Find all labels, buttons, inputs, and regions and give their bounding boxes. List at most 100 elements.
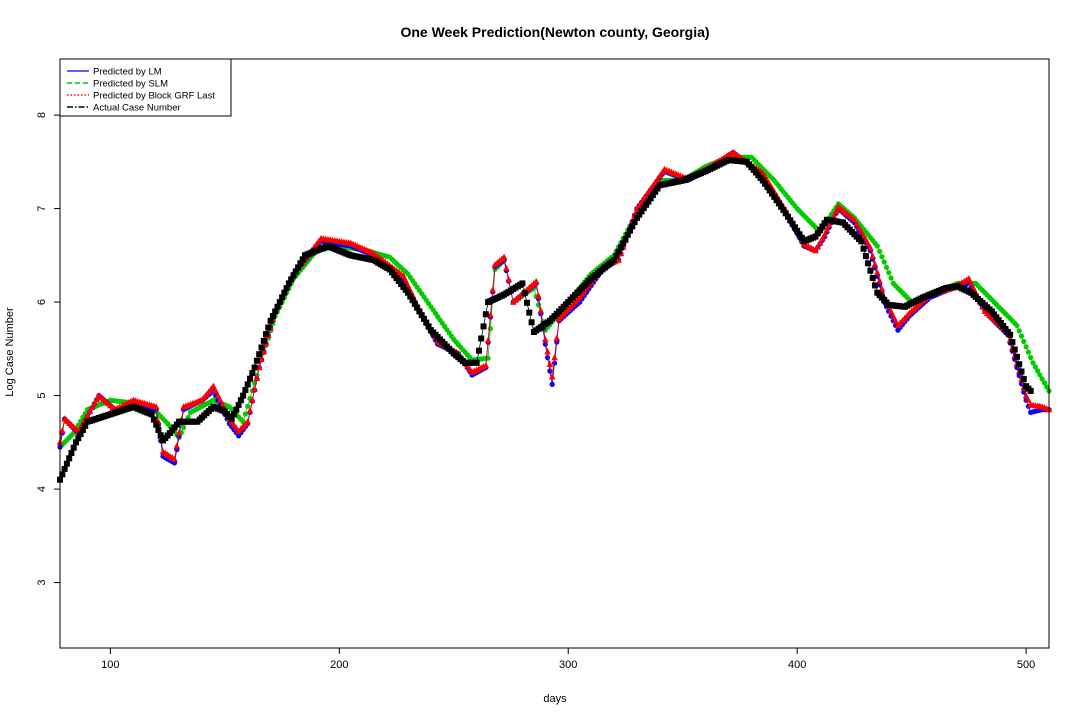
data-point — [865, 260, 872, 267]
data-point — [478, 335, 485, 342]
data-point — [263, 331, 269, 338]
data-point — [1021, 338, 1027, 345]
data-point — [425, 323, 432, 330]
data-point — [794, 227, 801, 234]
data-point — [1023, 344, 1029, 350]
data-point — [246, 407, 254, 414]
data-point — [480, 323, 487, 330]
data-point — [627, 227, 633, 234]
x-tick-label: 400 — [788, 659, 806, 671]
data-point — [888, 275, 894, 281]
data-point — [487, 326, 493, 332]
data-point — [91, 399, 98, 407]
data-point — [871, 260, 879, 267]
data-point — [789, 220, 796, 227]
data-point — [482, 311, 489, 318]
data-point — [1016, 328, 1022, 334]
data-point — [73, 439, 79, 446]
data-point — [624, 231, 631, 238]
data-point — [295, 264, 302, 271]
data-point — [652, 188, 659, 195]
data-point — [482, 362, 490, 369]
x-tick-label: 500 — [1017, 659, 1035, 671]
data-point — [153, 421, 160, 428]
legend-label-lm: Predicted by LM — [93, 67, 162, 78]
data-point — [860, 245, 867, 252]
data-point — [276, 299, 283, 306]
data-point — [654, 185, 661, 192]
data-point — [1041, 380, 1047, 386]
data-point — [872, 282, 878, 289]
data-point — [77, 431, 84, 438]
data-point — [279, 294, 286, 301]
data-point — [63, 460, 70, 467]
data-point — [519, 280, 526, 287]
data-point — [851, 216, 858, 223]
data-point — [640, 205, 647, 212]
data-point — [251, 364, 258, 371]
data-point — [778, 203, 785, 210]
legend-box — [59, 58, 232, 117]
data-point — [620, 240, 627, 247]
data-point — [791, 224, 798, 231]
data-point — [549, 381, 555, 387]
data-point — [548, 373, 556, 380]
data-point — [798, 234, 805, 241]
data-point — [152, 403, 160, 410]
data-point — [821, 220, 828, 227]
data-point — [272, 308, 279, 315]
data-point — [1044, 384, 1050, 390]
data-point — [853, 220, 860, 227]
data-point — [526, 309, 533, 316]
data-point — [654, 175, 661, 182]
data-point — [59, 471, 66, 478]
data-point — [524, 299, 530, 306]
data-point — [636, 211, 643, 218]
data-point — [409, 297, 416, 304]
data-point — [68, 450, 75, 456]
data-point — [771, 193, 778, 200]
data-point — [285, 280, 292, 287]
y-tick-label: 4 — [36, 486, 48, 492]
y-tick-label: 7 — [36, 206, 48, 212]
data-point — [551, 360, 558, 366]
legend-label-slm: Predicted by SLM — [93, 79, 168, 90]
data-point — [542, 335, 549, 343]
data-point — [812, 247, 819, 254]
data-point — [267, 317, 274, 324]
data-point — [288, 276, 295, 283]
data-point — [1018, 333, 1025, 339]
data-point — [879, 254, 885, 260]
data-point — [75, 435, 82, 442]
data-point — [155, 427, 162, 433]
data-point — [814, 243, 822, 250]
data-point — [521, 290, 528, 297]
data-point — [892, 317, 899, 324]
data-point — [157, 432, 164, 439]
y-tick-label: 8 — [36, 112, 48, 118]
data-point — [869, 252, 876, 259]
data-point — [1018, 368, 1025, 375]
legend-label-grf: Predicted by Block GRF Last — [93, 91, 215, 102]
data-point — [759, 177, 766, 184]
x-tick-label: 100 — [101, 659, 119, 671]
data-point — [967, 279, 975, 286]
data-point — [647, 195, 654, 202]
data-point — [235, 401, 242, 408]
data-point — [764, 184, 771, 191]
data-point — [251, 385, 258, 392]
data-point — [1007, 331, 1014, 338]
data-point — [858, 228, 865, 235]
data-point — [819, 223, 826, 230]
data-point — [881, 259, 887, 265]
data-point — [505, 276, 512, 283]
data-point — [537, 306, 545, 314]
data-point — [1013, 353, 1020, 360]
data-point — [70, 444, 77, 451]
data-point — [649, 192, 656, 198]
data-point — [1009, 339, 1016, 346]
data-point — [244, 381, 251, 388]
data-point — [817, 226, 824, 233]
data-point — [407, 293, 414, 300]
data-point — [1014, 322, 1020, 329]
